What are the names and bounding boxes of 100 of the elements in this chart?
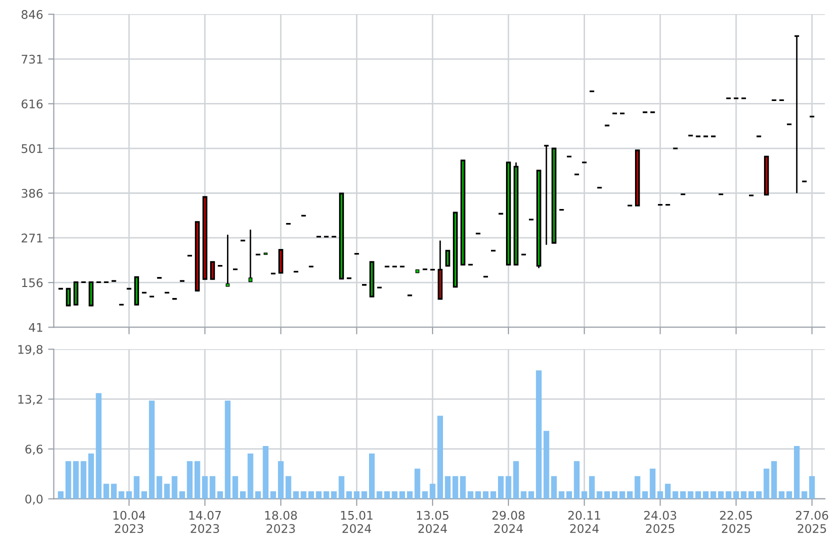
bar — [414, 468, 420, 499]
bar — [657, 491, 664, 499]
bar — [566, 491, 572, 499]
bar — [308, 491, 314, 499]
bar — [103, 484, 110, 499]
candlestick — [635, 150, 640, 206]
candlestick — [460, 160, 466, 266]
bar — [316, 491, 322, 499]
bar — [232, 476, 238, 499]
bar — [733, 491, 739, 499]
bar — [406, 491, 413, 499]
bar — [786, 491, 792, 499]
bar — [96, 393, 102, 499]
bar — [179, 491, 185, 499]
candlestick — [452, 212, 458, 288]
bar — [544, 430, 550, 499]
y-tick-label: 731 — [22, 54, 42, 64]
y-tick-label: 6,6 — [25, 444, 43, 455]
candlestick — [794, 35, 800, 194]
bar — [672, 491, 678, 499]
bar — [224, 400, 231, 499]
bar — [148, 400, 155, 499]
y-tick-label: 0,0 — [25, 494, 43, 505]
bar — [399, 491, 406, 499]
x-tick-label: 18.08 2023 — [265, 510, 297, 534]
bar — [278, 461, 284, 499]
y-tick-label: 156 — [22, 278, 43, 288]
bar — [498, 476, 504, 499]
y-tick-label: 13,2 — [18, 394, 42, 405]
candlestick — [543, 144, 550, 246]
bar — [369, 454, 375, 499]
y-tick-label: 386 — [22, 188, 43, 198]
bar — [134, 476, 140, 499]
candlestick — [194, 221, 200, 292]
bar — [619, 491, 626, 499]
candlestick — [552, 148, 556, 244]
candlestick — [764, 156, 769, 196]
bar — [186, 461, 193, 499]
bar — [490, 491, 496, 499]
bar — [778, 491, 784, 499]
bar — [748, 491, 754, 499]
bar — [802, 491, 808, 499]
bar — [604, 491, 610, 499]
bar — [794, 446, 800, 499]
bar — [141, 491, 148, 499]
candlestick — [438, 240, 443, 300]
bar — [710, 491, 716, 499]
bar — [581, 491, 588, 499]
candlestick — [339, 192, 344, 280]
bar — [437, 416, 443, 499]
candlestick — [66, 288, 71, 306]
x-tick-label: 27.06 2025 — [796, 510, 828, 534]
x-tick-label: 10.04 2023 — [113, 510, 146, 534]
x-tick-label: 20.11 2024 — [568, 510, 600, 534]
x-tick-label: 15.01 2024 — [341, 510, 372, 534]
y-tick-label: 616 — [22, 99, 43, 108]
bar — [627, 491, 633, 499]
bar — [156, 476, 162, 499]
bar — [520, 491, 526, 499]
bar — [270, 491, 276, 499]
x-tick-label: 29.08 2024 — [492, 510, 525, 534]
bar — [262, 446, 268, 499]
y-tick-label: 41 — [28, 323, 42, 332]
bar — [65, 461, 72, 499]
y-tick-label: 846 — [22, 10, 43, 19]
bar — [58, 491, 64, 499]
bar — [286, 476, 292, 499]
candlestick — [202, 196, 208, 280]
candlestick — [369, 261, 374, 298]
bar — [482, 491, 489, 499]
y-tick-label: 501 — [22, 144, 42, 154]
bar — [444, 476, 451, 499]
bar — [452, 476, 458, 499]
bar — [323, 491, 330, 499]
bar — [528, 491, 534, 499]
y-tick-label: 19,8 — [18, 344, 43, 356]
bar — [475, 491, 481, 499]
bar — [574, 461, 580, 499]
bar — [650, 468, 656, 499]
bar — [111, 484, 117, 499]
bar — [240, 491, 246, 499]
bar — [664, 484, 671, 499]
bar — [702, 491, 709, 499]
candlestick — [73, 281, 78, 306]
candlestick — [88, 281, 94, 306]
x-tick-label: 22.05 2025 — [720, 510, 752, 534]
bar — [809, 476, 815, 499]
candlestick — [278, 249, 284, 274]
bar — [756, 491, 762, 499]
y-tick-label: 271 — [22, 234, 42, 242]
x-tick-label: 24.03 2025 — [644, 510, 676, 534]
candlestick — [134, 276, 140, 306]
candlestick — [506, 162, 511, 266]
candlestick — [445, 250, 450, 267]
candlestick — [210, 261, 215, 280]
bar — [740, 491, 747, 499]
x-tick-label: 13.05 2024 — [416, 510, 448, 534]
bar — [612, 491, 618, 499]
bar — [354, 491, 360, 499]
x-tick-label: 14.07 2023 — [189, 510, 221, 534]
